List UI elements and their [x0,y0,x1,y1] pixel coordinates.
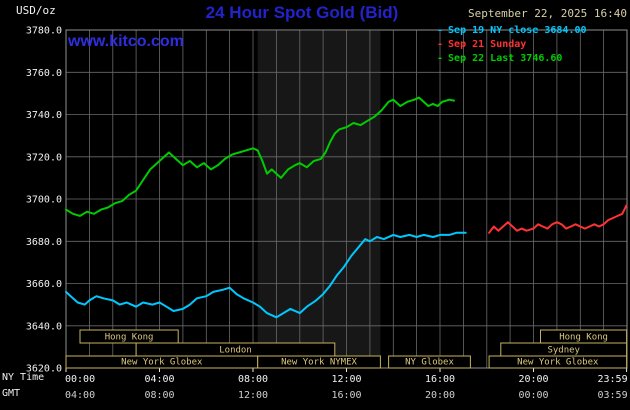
x-tick-label-gmt: 00:00 [518,390,548,401]
chart-title: 24 Hour Spot Gold (Bid) [205,3,399,22]
x-tick-label-ny: 16:00 [425,374,455,385]
session-box [488,355,628,369]
y-tick-label: 3760.0 [26,68,62,79]
ny-time-axis-label: NY Time [2,372,45,383]
legend-dash: - [437,25,444,36]
y-tick-label: 3740.0 [26,110,62,121]
series-sep19-ny-close [65,231,467,319]
legend-label: Sep 22 Last 3746.60 [448,53,563,64]
legend-dash: - [437,53,444,64]
legend-item: - Sep 22 Last 3746.60 [437,52,587,66]
session-box [388,355,471,369]
session-label: New York Globex [517,358,599,368]
session-box [79,329,179,344]
datetime-label: September 22, 2025 16:40 [468,7,627,20]
x-tick-label-gmt: 04:00 [65,390,95,401]
y-tick-label: 3700.0 [26,195,62,206]
session-label: New York Globex [121,358,203,368]
legend-label: Sep 21 Sunday [448,39,527,50]
y-tick-label: 3660.0 [26,279,62,290]
session-label: Hong Kong [105,333,154,343]
x-tick-label-gmt: 12:00 [238,390,268,401]
session-label: NY Globex [405,358,454,368]
legend-item: - Sep 21 Sunday [437,38,587,52]
legend-label: Sep 19 NY close 3684.00 [448,25,587,36]
y-tick-label: 3780.0 [26,26,62,37]
legend-item: - Sep 19 NY close 3684.00 [437,24,587,38]
kitco-watermark-link[interactable]: www.kitco.com [68,33,184,50]
session-label: Hong Kong [559,333,608,343]
session-label: London [219,346,252,356]
legend-dash: - [437,39,444,50]
gmt-axis-label: GMT [2,388,21,399]
y-tick-label: 3720.0 [26,152,62,163]
x-tick-label-ny: 08:00 [238,374,268,385]
x-tick-label-gmt: 08:00 [144,390,174,401]
session-label: New York NYMEX [281,358,357,368]
x-tick-label-ny: 00:00 [65,374,95,385]
x-tick-label-ny: 20:00 [518,374,548,385]
x-tick-label-gmt: 20:00 [425,390,455,401]
y-tick-label: 3680.0 [26,237,62,248]
x-tick-label-ny: 04:00 [144,374,174,385]
y-tick-label: 3640.0 [26,321,62,332]
x-tick-label-ny: 23:59 [597,374,627,385]
y-tick-label: 3620.0 [26,364,62,375]
series-sep21-sunday [488,204,628,234]
y-axis-units-label: USD/oz [16,4,56,17]
session-label: Sydney [547,346,580,356]
x-tick-label-ny: 12:00 [331,374,361,385]
x-tick-label-gmt: 16:00 [331,390,361,401]
legend: - Sep 19 NY close 3684.00- Sep 21 Sunday - S… [437,24,587,66]
x-tick-label-gmt: 03:59 [597,390,627,401]
session-box [257,355,381,369]
series-sep22-last [65,96,455,217]
